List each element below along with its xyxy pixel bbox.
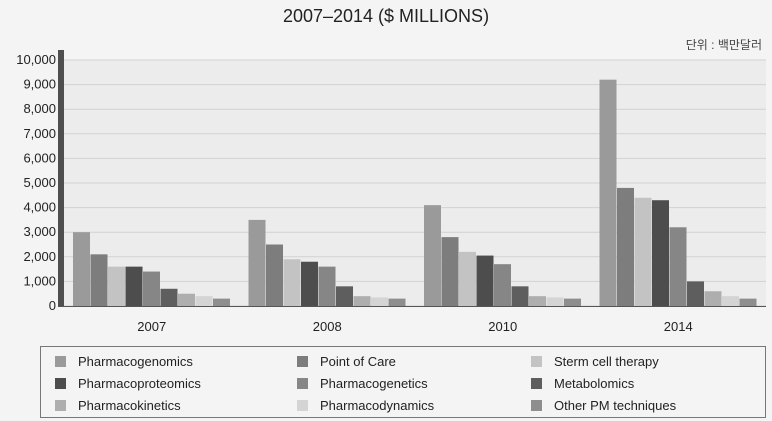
y-tick-label: 8,000 (23, 101, 56, 116)
bar (371, 297, 388, 306)
legend-swatch (531, 355, 542, 367)
legend-item: Point of Care (297, 352, 396, 370)
legend-swatch (531, 399, 542, 411)
bar (634, 197, 652, 306)
x-tick-label: 2014 (664, 319, 693, 334)
legend-item: Sterm cell therapy (531, 352, 659, 370)
bar (73, 232, 90, 306)
legend-swatch (297, 399, 308, 411)
unit-note: 단위 : 백만달러 (685, 38, 762, 52)
legend-swatch (297, 355, 308, 367)
bar (283, 259, 301, 306)
bar (494, 264, 511, 306)
bar (669, 227, 687, 306)
legend-item: Pharmacogenetics (297, 374, 428, 392)
bar (652, 200, 669, 306)
bar (599, 79, 617, 307)
bar (178, 293, 195, 306)
bar (441, 237, 459, 306)
y-tick-label: 2,000 (23, 249, 56, 264)
legend-swatch (55, 377, 66, 389)
y-tick-label: 4,000 (23, 200, 56, 215)
chart-title: 2007–2014 ($ MILLIONS) (282, 6, 490, 26)
x-tick-label: 2010 (488, 319, 517, 334)
bar (564, 298, 581, 306)
bar (617, 187, 634, 306)
bar (248, 219, 266, 306)
legend-item: Pharmacokinetics (55, 396, 181, 414)
bar (160, 288, 178, 306)
legend-label: Pharmacoproteomics (78, 375, 201, 391)
legend-swatch (297, 377, 308, 389)
legend-item: Metabolomics (531, 374, 634, 392)
bar (388, 298, 406, 306)
legend-label: Pharmacokinetics (78, 397, 181, 413)
bar (529, 296, 546, 306)
bar-chart: 0 1,000 2,000 3,000 4,000 5,000 6,000 7,000 8,00… (16, 50, 766, 334)
bar (459, 251, 476, 306)
x-tick-label: 2008 (313, 319, 342, 334)
legend-item: Other PM techniques (531, 396, 676, 414)
legend-swatch (531, 377, 542, 389)
bar (687, 281, 704, 306)
bar (336, 286, 353, 306)
bar (143, 271, 160, 306)
bar (546, 297, 564, 306)
y-tick-label: 10,000 (16, 52, 56, 67)
y-tick-label: 9,000 (23, 77, 56, 92)
y-tick-label: 5,000 (23, 175, 56, 190)
legend-label: Pharmacodynamics (320, 397, 435, 413)
bar (511, 286, 529, 306)
bar (318, 266, 336, 306)
y-tick-label: 1,000 (23, 273, 56, 288)
legend-swatch (55, 355, 66, 367)
bar (739, 298, 757, 306)
legend-item: Pharmacogenomics (55, 352, 193, 370)
legend-label: Metabolomics (554, 375, 635, 391)
legend-swatch (55, 399, 66, 411)
bar (90, 254, 108, 306)
y-axis (58, 50, 64, 307)
bar (424, 205, 441, 306)
bar (125, 266, 143, 306)
y-tick-label: 7,000 (23, 126, 56, 141)
bar (266, 244, 283, 306)
legend-item: Pharmacoproteomics (55, 374, 201, 392)
bar (353, 296, 371, 306)
x-tick-label: 2007 (137, 319, 166, 334)
bar (195, 296, 213, 306)
chart-legend: Pharmacogenomics Point of Care Sterm cell … (40, 346, 766, 418)
y-tick-label: 3,000 (23, 224, 56, 239)
legend-label: Point of Care (320, 353, 396, 369)
y-tick-label: 0 (49, 298, 56, 313)
legend-item: Pharmacodynamics (297, 396, 434, 414)
legend-label: Other PM techniques (554, 397, 677, 413)
bar (704, 291, 722, 306)
legend-label: Sterm cell therapy (554, 353, 659, 369)
y-tick-label: 6,000 (23, 150, 56, 165)
legend-label: Pharmacogenetics (320, 375, 428, 391)
bar (722, 296, 739, 306)
bar (108, 266, 125, 306)
bar (213, 298, 230, 306)
legend-label: Pharmacogenomics (78, 353, 193, 369)
bar (476, 255, 494, 306)
bar (301, 261, 318, 306)
